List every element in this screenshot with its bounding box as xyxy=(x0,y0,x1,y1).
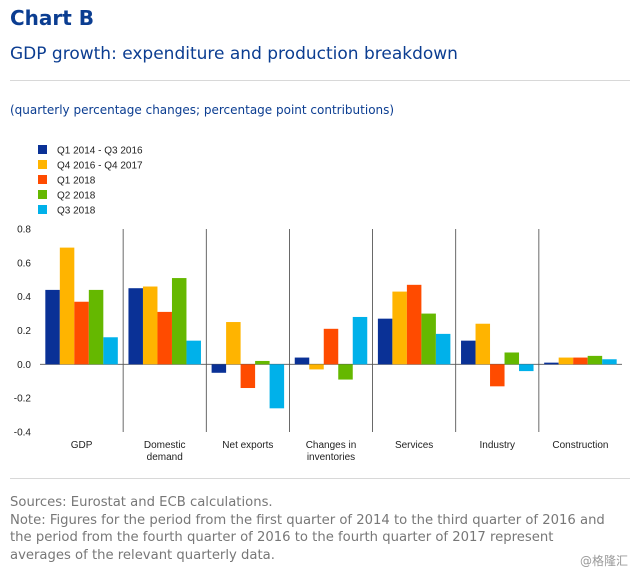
category-label: Services xyxy=(395,440,433,451)
category-label: Changes in xyxy=(306,440,357,451)
chart-title: GDP growth: expenditure and production b… xyxy=(10,44,458,64)
bar xyxy=(255,360,270,365)
bar xyxy=(269,364,285,409)
bar xyxy=(226,322,241,365)
bar xyxy=(587,355,603,365)
bar xyxy=(461,340,476,365)
legend-label: Q1 2014 - Q3 2016 xyxy=(57,146,143,157)
bar xyxy=(573,357,588,365)
bar xyxy=(323,328,339,365)
bar xyxy=(475,323,491,365)
footer-divider xyxy=(10,478,630,479)
bar xyxy=(59,247,75,365)
bar xyxy=(558,357,574,365)
legend-swatch xyxy=(38,175,47,184)
units-note: (quarterly percentage changes; percentag… xyxy=(10,103,395,117)
legend-swatch xyxy=(38,145,47,154)
y-tick-label: 0.8 xyxy=(17,225,31,236)
y-tick-label: 0.6 xyxy=(17,258,31,269)
bar xyxy=(45,289,60,365)
bar xyxy=(157,311,172,365)
bar xyxy=(544,362,559,365)
footer-notes: Sources: Eurostat and ECB calculations. … xyxy=(10,494,610,564)
y-tick-label: 0.2 xyxy=(17,326,31,337)
y-tick-label: -0.4 xyxy=(14,428,32,439)
bars xyxy=(45,247,617,409)
category-label: GDP xyxy=(71,440,93,451)
sources-text: Sources: Eurostat and ECB calculations. xyxy=(10,495,273,510)
bar xyxy=(519,364,534,372)
bar xyxy=(294,357,310,365)
watermark: @格隆汇 xyxy=(579,554,628,568)
legend-label: Q4 2016 - Q4 2017 xyxy=(57,161,143,172)
bar xyxy=(352,316,368,365)
y-tick-label: -0.2 xyxy=(14,394,32,405)
legend-swatch xyxy=(38,205,47,214)
bar xyxy=(421,313,436,365)
bar xyxy=(490,364,505,387)
bar xyxy=(142,286,158,365)
category-label: Net exports xyxy=(222,440,273,451)
category-label: demand xyxy=(147,452,183,463)
legend: Q1 2014 - Q3 2016 Q4 2016 - Q4 2017 Q1 201… xyxy=(38,145,143,217)
y-tick-label: 0.4 xyxy=(17,292,31,303)
bar xyxy=(103,337,118,365)
category-label: Domestic xyxy=(144,440,186,451)
bar xyxy=(74,301,89,365)
category-label: inventories xyxy=(307,452,355,463)
legend-label: Q1 2018 xyxy=(57,176,96,187)
bar-chart: Q1 2014 - Q3 2016 Q4 2016 - Q4 2017 Q1 201… xyxy=(14,145,622,463)
bar xyxy=(88,289,104,365)
legend-label: Q3 2018 xyxy=(57,206,96,217)
note-text: Note: Figures for the period from the fi… xyxy=(10,512,605,563)
bar xyxy=(211,364,227,373)
y-axis: 0.8 0.6 0.4 0.2 0.0 -0.2 -0.4 xyxy=(14,225,32,439)
legend-swatch xyxy=(38,160,47,169)
bar xyxy=(186,340,201,365)
category-label: Industry xyxy=(479,440,515,451)
bar xyxy=(377,318,393,365)
y-tick-label: 0.0 xyxy=(17,360,31,371)
bar xyxy=(602,359,617,365)
bar xyxy=(435,333,451,365)
category-label: Construction xyxy=(552,440,608,451)
bar xyxy=(338,364,353,380)
chart-label: Chart B xyxy=(10,6,95,30)
bar xyxy=(240,364,256,389)
legend-swatch xyxy=(38,190,47,199)
bar xyxy=(309,364,324,370)
bar xyxy=(406,284,422,365)
bar xyxy=(171,278,187,365)
bar xyxy=(392,291,407,365)
bar xyxy=(504,352,520,365)
header-divider xyxy=(10,80,630,81)
legend-label: Q2 2018 xyxy=(57,191,96,202)
bar xyxy=(128,288,143,365)
